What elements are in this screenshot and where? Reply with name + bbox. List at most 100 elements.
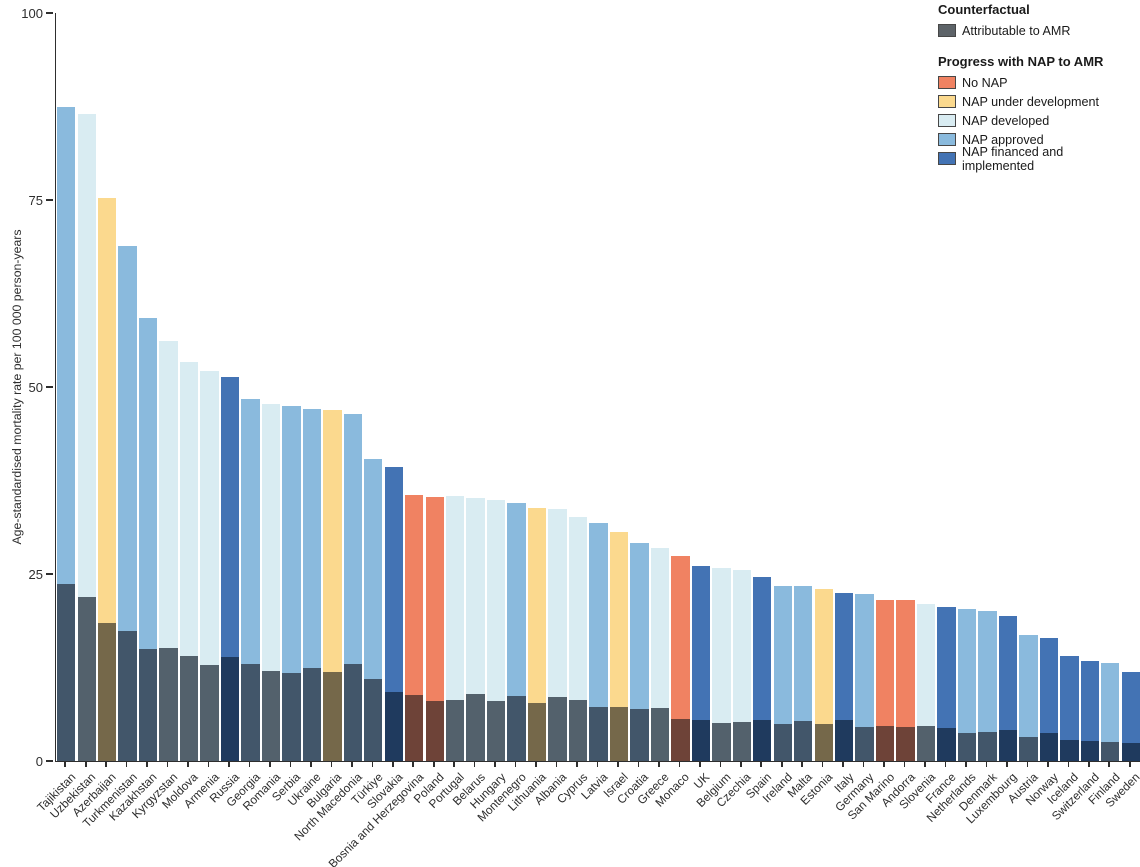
bar-andorra-attributable-segment [896, 726, 915, 761]
bar-kazakhstan [138, 318, 158, 761]
x-tick-romania [269, 762, 271, 767]
bar-moldova-attributable-segment [179, 656, 199, 761]
bar-azerbaijan [97, 197, 117, 761]
legend-item-under_development: NAP under development [938, 92, 1138, 111]
bar-belgium-attributable-segment [712, 722, 731, 761]
bar-montenegro [507, 502, 526, 761]
bar-san-marino-attributable-segment [875, 725, 895, 761]
bar-italy-attributable-segment [834, 719, 854, 761]
legend-item-financed: NAP financed and implemented [938, 145, 1138, 173]
x-tick-tajikistan [64, 762, 67, 767]
x-tick-kazakhstan [146, 762, 148, 767]
bar-georgia-attributable-segment [241, 663, 260, 761]
bar-san-marino [875, 600, 895, 761]
bar-cyprus-attributable-segment [568, 699, 588, 761]
legend-nap-items: No NAP NAP under development NAP developed… [938, 73, 1138, 173]
bar-monaco-attributable-segment [671, 719, 690, 761]
y-tick-label-50: 50 [28, 379, 43, 395]
legend-label-under_development: NAP under development [962, 94, 1099, 109]
bar-serbia-attributable-segment [282, 672, 301, 761]
legend-swatch-developed [938, 114, 956, 127]
y-tick-label-25: 25 [28, 566, 43, 582]
bar-iceland [1060, 655, 1079, 761]
bar-malta [794, 585, 813, 761]
bar-czechia [732, 570, 751, 761]
y-tick-label-0: 0 [35, 753, 43, 769]
x-tick-iceland [1067, 762, 1070, 767]
x-tick-bosnia-and-herzegovina [412, 762, 415, 767]
bar-denmark [978, 611, 997, 761]
bar-estonia-attributable-segment [814, 724, 833, 761]
bar-switzerland-attributable-segment [1080, 740, 1099, 761]
x-tick-spain [760, 762, 763, 767]
bar-italy [834, 592, 854, 761]
x-tick-austria [1026, 762, 1029, 767]
bar-luxembourg-attributable-segment [998, 730, 1018, 761]
bar-hungary [486, 499, 506, 761]
legend-label-approved: NAP approved [962, 132, 1044, 147]
x-tick-belgium [719, 762, 722, 767]
bar-hungary-attributable-segment [486, 701, 506, 761]
x-tick-norway [1047, 762, 1049, 767]
bar-poland [425, 496, 444, 761]
x-tick-russia [228, 762, 230, 767]
x-tick-france [944, 762, 947, 767]
legend-title-counterfactual: Counterfactual [938, 2, 1030, 17]
bar-sweden-attributable-segment [1121, 743, 1140, 761]
bar-switzerland [1080, 660, 1099, 761]
x-tick-switzerland [1088, 762, 1090, 767]
x-tick-t-rkiye [371, 762, 374, 767]
y-tick-50 [46, 386, 53, 388]
bar-romania-attributable-segment [261, 670, 281, 761]
legend: Counterfactual Attributable to AMR Progr… [938, 0, 1138, 173]
x-tick-hungary [494, 762, 496, 767]
bar-bulgaria [323, 410, 342, 761]
x-tick-andorra [903, 762, 906, 767]
bar-france-attributable-segment [937, 728, 956, 761]
legend-title-nap: Progress with NAP to AMR [938, 54, 1104, 69]
bar-malta-attributable-segment [794, 720, 813, 761]
bar-albania-attributable-segment [548, 697, 567, 761]
bar-sweden [1121, 672, 1140, 761]
bar-portugal-attributable-segment [446, 700, 465, 761]
bar-israel-attributable-segment [609, 707, 629, 761]
bar-norway-attributable-segment [1039, 732, 1059, 761]
x-tick-denmark [985, 762, 988, 767]
y-tick-label-75: 75 [28, 192, 43, 208]
x-tick-lithuania [535, 762, 537, 767]
bar-north-macedonia-attributable-segment [343, 663, 362, 761]
x-tick-uk [699, 762, 701, 767]
bar-bosnia-and-herzegovina-attributable-segment [405, 695, 424, 761]
bar-croatia [630, 543, 649, 761]
bar-turkmenistan [118, 245, 137, 761]
x-tick-latvia [596, 762, 599, 767]
bar-turkmenistan-attributable-segment [118, 630, 137, 761]
bar-slovenia [916, 603, 936, 761]
bar-netherlands [957, 609, 977, 761]
x-tick-georgia [248, 762, 251, 767]
y-tick-100 [46, 12, 53, 14]
bar-norway [1039, 638, 1059, 761]
bar-armenia-attributable-segment [200, 664, 219, 761]
x-tick-moldova [187, 762, 189, 767]
x-tick-portugal [453, 762, 455, 767]
bar-austria-attributable-segment [1019, 737, 1038, 761]
bar-romania [261, 404, 281, 761]
x-tick-sweden [1128, 762, 1131, 767]
bar-greece-attributable-segment [650, 707, 670, 761]
bar-ukraine [302, 409, 322, 761]
bar-ireland [773, 585, 792, 761]
bar-uzbekistan-attributable-segment [77, 597, 96, 761]
legend-label-no_nap: No NAP [962, 75, 1008, 90]
x-tick-estonia [821, 762, 824, 767]
bar-uk-attributable-segment [691, 719, 711, 761]
legend-counterfactual-items: Attributable to AMR [938, 21, 1138, 40]
x-tick-ukraine [310, 762, 312, 767]
x-tick-greece [658, 762, 660, 767]
bar-croatia-attributable-segment [630, 709, 649, 761]
legend-swatch-financed [938, 152, 956, 165]
x-tick-croatia [637, 762, 640, 767]
bar-slovakia-attributable-segment [384, 692, 403, 761]
bar-andorra [896, 600, 915, 761]
bar-kyrgyzstan [159, 340, 178, 761]
